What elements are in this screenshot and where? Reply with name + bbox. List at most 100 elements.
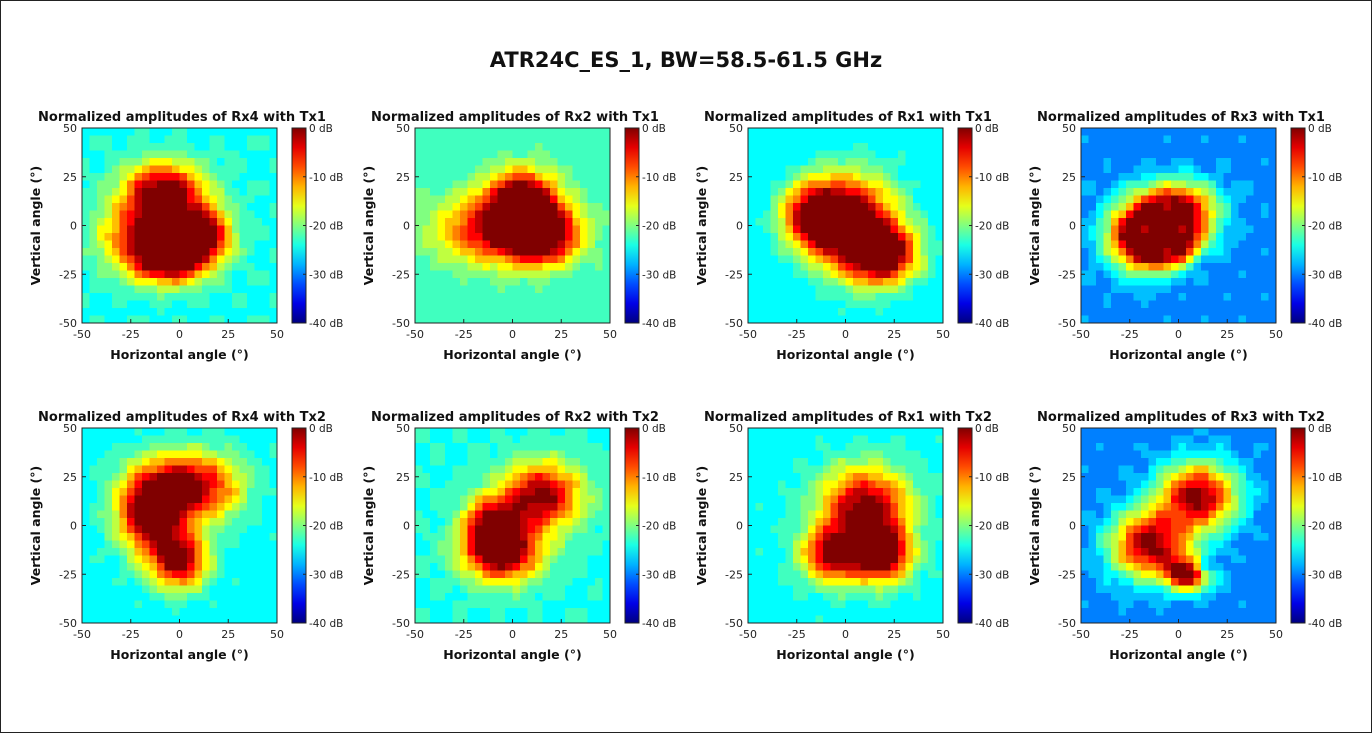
- heatmap-cell: [247, 480, 255, 489]
- heatmap-cell: [1171, 158, 1179, 166]
- heatmap-cell: [1201, 248, 1209, 256]
- heatmap-cell: [875, 443, 884, 451]
- heatmap-cell: [557, 293, 566, 301]
- heatmap-cell: [580, 458, 588, 466]
- heatmap-cell: [119, 593, 128, 601]
- heatmap-cell: [97, 203, 105, 211]
- heatmap-cell: [823, 255, 831, 264]
- heatmap-cell: [1088, 278, 1097, 286]
- heatmap-cell: [1171, 270, 1179, 279]
- heatmap-cell: [497, 525, 506, 534]
- heatmap-cell: [520, 150, 528, 159]
- heatmap-cell: [209, 435, 218, 444]
- heatmap-cell: [935, 143, 944, 151]
- heatmap-cell: [490, 540, 498, 549]
- heatmap-cell: [565, 143, 573, 151]
- heatmap-cell: [209, 488, 218, 496]
- heatmap-cell: [512, 473, 521, 481]
- heatmap-cell: [445, 165, 453, 174]
- heatmap-cell: [262, 533, 270, 541]
- heatmap-cell: [883, 150, 891, 159]
- heatmap-cell: [1253, 255, 1262, 264]
- heatmap-cell: [194, 225, 203, 234]
- heatmap-cell: [770, 615, 779, 624]
- subplot-title: Normalized amplitudes of Rx1 with Tx1: [704, 110, 992, 125]
- heatmap-cell: [1253, 293, 1262, 301]
- heatmap-cell: [793, 278, 801, 286]
- heatmap-cell: [527, 503, 536, 511]
- heatmap-cell: [262, 300, 270, 309]
- heatmap-cell: [845, 548, 854, 556]
- heatmap-cell: [748, 600, 756, 609]
- heatmap-cell: [239, 518, 248, 526]
- heatmap-cell: [239, 300, 248, 309]
- heatmap-cell: [1186, 285, 1194, 294]
- heatmap-cell: [785, 293, 794, 301]
- heatmap-cell: [97, 173, 105, 181]
- heatmap-cell: [437, 270, 446, 279]
- heatmap-cell: [1141, 240, 1149, 249]
- heatmap-cell: [512, 570, 521, 579]
- heatmap-cell: [550, 225, 558, 234]
- heatmap-cell: [172, 278, 180, 286]
- heatmap-cell: [793, 540, 801, 549]
- heatmap-cell: [1163, 248, 1172, 256]
- heatmap-cell: [748, 315, 756, 324]
- heatmap-cell: [97, 150, 105, 159]
- heatmap-cell: [1268, 150, 1277, 159]
- heatmap-cell: [1148, 233, 1157, 241]
- heatmap-cell: [542, 465, 551, 474]
- heatmap-cell: [262, 570, 270, 579]
- heatmap-cell: [883, 503, 891, 511]
- heatmap-cell: [467, 143, 476, 151]
- heatmap-cell: [1156, 158, 1164, 166]
- heatmap-cell: [542, 563, 551, 571]
- heatmap-cell: [913, 480, 921, 489]
- heatmap-cell: [97, 480, 105, 489]
- heatmap-cell: [1216, 128, 1224, 136]
- heatmap-cell: [875, 578, 884, 586]
- heatmap-cell: [505, 578, 513, 586]
- heatmap-cell: [422, 593, 431, 601]
- heatmap-cell: [928, 548, 936, 556]
- heatmap-cell: [127, 435, 135, 444]
- heatmap-cell: [838, 435, 846, 444]
- heatmap-cell: [868, 555, 876, 564]
- heatmap-cell: [119, 488, 128, 496]
- heatmap-cell: [112, 578, 120, 586]
- heatmap-cell: [422, 570, 431, 579]
- heatmap-cell: [482, 248, 491, 256]
- heatmap-cell: [883, 443, 891, 451]
- heatmap-cell: [838, 173, 846, 181]
- heatmap-cell: [134, 173, 143, 181]
- heatmap-cell: [527, 428, 536, 436]
- heatmap-cell: [875, 263, 884, 271]
- heatmap-cell: [845, 270, 854, 279]
- heatmap-cell: [602, 570, 611, 579]
- heatmap-cell: [415, 480, 423, 489]
- heatmap-cell: [770, 263, 779, 271]
- heatmap-cell: [1261, 293, 1269, 301]
- heatmap-cell: [512, 458, 521, 466]
- heatmap-cell: [755, 450, 764, 459]
- heatmap-cell: [247, 563, 255, 571]
- heatmap-cell: [602, 173, 611, 181]
- heatmap-cell: [497, 278, 506, 286]
- heatmap-cell: [565, 563, 573, 571]
- heatmap-cell: [808, 248, 816, 256]
- heatmap-cell: [535, 480, 543, 489]
- heatmap-cell: [164, 450, 173, 459]
- heatmap-cell: [187, 578, 195, 586]
- heatmap-cell: [1156, 165, 1164, 174]
- heatmap-cell: [445, 150, 453, 159]
- heatmap-cell: [913, 458, 921, 466]
- heatmap-cell: [853, 218, 861, 226]
- heatmap-cell: [82, 480, 90, 489]
- heatmap-cell: [104, 533, 113, 541]
- heatmap-cell: [1088, 180, 1097, 189]
- heatmap-cell: [1148, 218, 1157, 226]
- heatmap-cell: [422, 465, 431, 474]
- heatmap-cell: [89, 428, 98, 436]
- heatmap-cell: [239, 165, 248, 174]
- heatmap-cell: [595, 600, 603, 609]
